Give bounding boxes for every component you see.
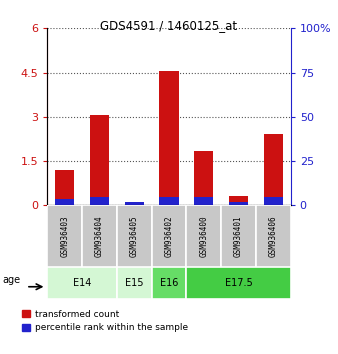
Bar <box>47 205 82 267</box>
Bar <box>194 197 213 205</box>
Text: GSM936404: GSM936404 <box>95 216 104 257</box>
Text: GSM936402: GSM936402 <box>165 216 173 257</box>
Bar <box>152 205 186 267</box>
Bar <box>160 71 178 205</box>
Bar <box>55 170 74 205</box>
Bar <box>264 134 283 205</box>
Bar <box>186 205 221 267</box>
Bar <box>152 267 186 299</box>
Bar <box>256 205 291 267</box>
Bar <box>264 197 283 205</box>
Bar <box>125 202 144 205</box>
Bar <box>125 202 144 205</box>
Bar <box>117 205 152 267</box>
Bar <box>194 151 213 205</box>
Bar <box>186 267 291 299</box>
Bar <box>55 199 74 205</box>
Text: GSM936403: GSM936403 <box>60 216 69 257</box>
Text: GSM936406: GSM936406 <box>269 216 278 257</box>
Text: GSM936405: GSM936405 <box>130 216 139 257</box>
Text: GSM936400: GSM936400 <box>199 216 208 257</box>
Bar <box>90 115 109 205</box>
Bar <box>117 267 152 299</box>
Bar <box>229 196 248 205</box>
Legend: transformed count, percentile rank within the sample: transformed count, percentile rank withi… <box>21 309 189 333</box>
Bar <box>160 197 178 205</box>
Bar <box>229 202 248 205</box>
Text: GDS4591 / 1460125_at: GDS4591 / 1460125_at <box>100 19 238 33</box>
Text: E16: E16 <box>160 278 178 288</box>
Text: E14: E14 <box>73 278 91 288</box>
Text: E15: E15 <box>125 278 144 288</box>
Text: age: age <box>2 275 21 285</box>
Text: GSM936401: GSM936401 <box>234 216 243 257</box>
Text: E17.5: E17.5 <box>225 278 252 288</box>
Bar <box>221 205 256 267</box>
Bar <box>47 267 117 299</box>
Bar <box>82 205 117 267</box>
Bar <box>90 197 109 205</box>
